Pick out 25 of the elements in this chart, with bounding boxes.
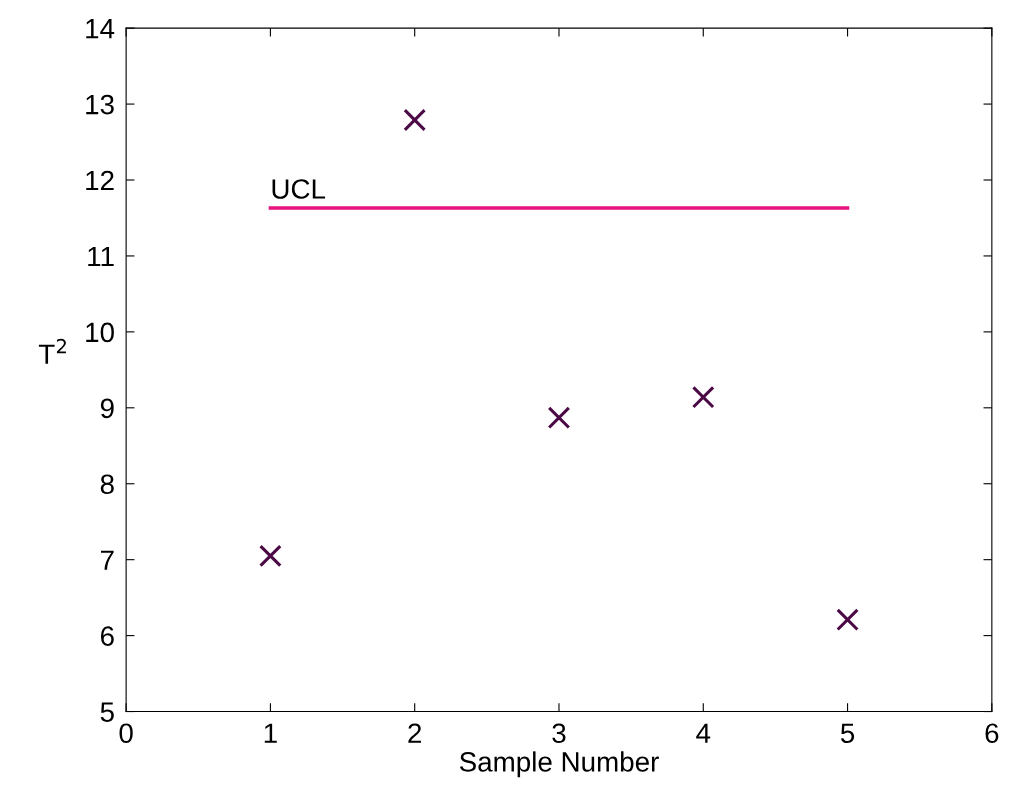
y-tick-label: 7 bbox=[100, 550, 114, 570]
series-label: UCL bbox=[272, 179, 326, 199]
x-tick-label: 6 bbox=[985, 723, 999, 744]
y-tick-label: 9 bbox=[100, 398, 114, 419]
point bbox=[403, 108, 427, 132]
point bbox=[547, 406, 571, 430]
y-tick-label: 12 bbox=[86, 170, 114, 191]
x-tick-label: 3 bbox=[552, 723, 566, 744]
y-axis-title: T$^{2}$ bbox=[38, 338, 66, 364]
x-tick-label: 1 bbox=[264, 723, 277, 743]
x-axis-title: Sample Number bbox=[459, 751, 659, 778]
y-tick-label: 5 bbox=[100, 702, 114, 722]
y-tick-label: 6 bbox=[100, 626, 114, 646]
y-tick-label: 13 bbox=[86, 94, 114, 115]
y-tick-label: 8 bbox=[100, 474, 114, 495]
x-tick-label: 2 bbox=[408, 723, 422, 743]
point bbox=[691, 385, 715, 409]
point bbox=[259, 544, 282, 568]
y-tick-label: 11 bbox=[88, 246, 114, 267]
y-tick-label: 10 bbox=[86, 322, 114, 343]
x-tick-label: 4 bbox=[696, 723, 711, 743]
point bbox=[836, 608, 859, 632]
x-tick-label: 0 bbox=[119, 723, 133, 744]
x-tick-label: 5 bbox=[840, 723, 855, 744]
y-tick-label: 14 bbox=[86, 19, 115, 39]
